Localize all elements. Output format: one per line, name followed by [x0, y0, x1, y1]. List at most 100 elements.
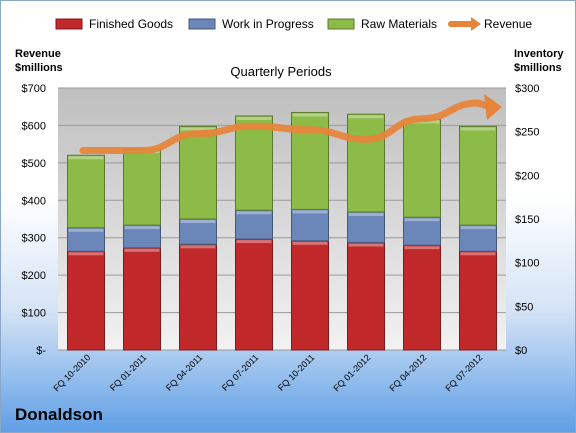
- revenue-line: [79, 99, 492, 155]
- bar-segment: [459, 250, 497, 351]
- bar-face: [235, 209, 273, 240]
- bar-highlight: [180, 127, 216, 131]
- revenue-arrowhead: [484, 93, 502, 120]
- bar-highlight: [68, 156, 104, 160]
- category-label: FQ 07-2011: [220, 352, 261, 393]
- bar-segment: [123, 247, 161, 351]
- bar-face: [179, 125, 217, 220]
- bar-highlight: [348, 115, 384, 119]
- left-tick-label: $700: [22, 83, 46, 95]
- bar-highlight: [124, 248, 160, 252]
- bar-face: [235, 238, 273, 351]
- bar-segment: [179, 218, 217, 245]
- bar-segment: [403, 118, 441, 218]
- left-tick-label: $100: [22, 308, 46, 320]
- category-label: FQ 01-2012: [331, 352, 372, 393]
- bar-segment: [235, 115, 273, 211]
- bar-highlight: [292, 113, 328, 117]
- bar-face: [67, 154, 105, 229]
- legend-label: Raw Materials: [361, 17, 437, 31]
- bar-highlight: [404, 218, 440, 222]
- bar-highlight: [236, 240, 272, 244]
- category-label: FQ 04-2012: [387, 352, 428, 393]
- legend-swatch: [188, 18, 216, 30]
- left-axis-label: Revenue: [15, 48, 61, 60]
- right-axis-label: Inventory: [514, 48, 564, 60]
- bar-segment: [67, 154, 105, 229]
- right-tick-label: $200: [515, 170, 539, 182]
- bar-highlight: [404, 246, 440, 250]
- bar-face: [291, 208, 329, 242]
- bar-highlight: [68, 252, 104, 256]
- bar-segment: [403, 216, 441, 246]
- bar-face: [179, 218, 217, 245]
- left-tick-label: $-: [36, 345, 46, 357]
- bar-face: [403, 216, 441, 246]
- bar-highlight: [292, 210, 328, 214]
- bar-highlight: [460, 226, 496, 230]
- bar-segment: [123, 224, 161, 249]
- bar-segment: [459, 125, 497, 226]
- bar-face: [123, 247, 161, 351]
- bar-segment: [291, 208, 329, 242]
- right-axis-unit: $millions: [514, 62, 562, 74]
- category-label: FQ 04-2011: [164, 352, 205, 393]
- bar-segment: [291, 240, 329, 351]
- company-name: Donaldson: [15, 405, 103, 424]
- bar-segment: [235, 238, 273, 351]
- bar-segment: [179, 125, 217, 220]
- category-label: FQ 10-2011: [276, 352, 317, 393]
- bar-face: [123, 148, 161, 226]
- left-tick-label: $400: [22, 195, 46, 207]
- legend-label: Revenue: [484, 17, 532, 31]
- category-label: FQ 07-2012: [443, 352, 484, 393]
- bar-face: [67, 250, 105, 351]
- right-tick-label: $300: [515, 83, 539, 95]
- left-tick-label: $500: [22, 158, 46, 170]
- bar-segment: [235, 209, 273, 240]
- legend-swatch-arrow: [471, 17, 481, 31]
- bar-segment: [347, 211, 385, 244]
- bar-segment: [123, 148, 161, 226]
- bar-face: [347, 242, 385, 351]
- bar-segment: [347, 242, 385, 351]
- bar-face: [347, 113, 385, 213]
- bar-highlight: [180, 220, 216, 223]
- bar-face: [291, 240, 329, 351]
- right-tick-label: $50: [515, 301, 533, 313]
- bar-face: [403, 244, 441, 351]
- legend-label: Work in Progress: [222, 17, 314, 31]
- legend-label: Finished Goods: [89, 17, 173, 31]
- left-tick-label: $600: [22, 120, 46, 132]
- chart-title: Quarterly Periods: [230, 64, 332, 79]
- left-tick-label: $200: [22, 270, 46, 282]
- right-tick-label: $250: [515, 127, 539, 139]
- right-tick-label: $100: [515, 258, 539, 270]
- bar-face: [459, 224, 497, 252]
- bar-highlight: [348, 243, 384, 247]
- bar-face: [235, 115, 273, 211]
- bar-highlight: [236, 211, 272, 215]
- bar-highlight: [292, 241, 328, 245]
- bar-face: [459, 125, 497, 226]
- bar-segment: [179, 243, 217, 351]
- bar-highlight: [68, 228, 104, 232]
- right-tick-label: $0: [515, 345, 527, 357]
- bar-segment: [67, 227, 105, 252]
- bar-highlight: [460, 252, 496, 256]
- bar-highlight: [124, 226, 160, 230]
- bar-face: [403, 118, 441, 218]
- bar-highlight: [460, 127, 496, 131]
- category-label: FQ 01-2011: [108, 352, 149, 393]
- legend-swatch: [55, 18, 83, 30]
- bar-face: [459, 250, 497, 351]
- bar-segment: [459, 224, 497, 252]
- bar-segment: [347, 113, 385, 213]
- bar-segment: [67, 250, 105, 351]
- bar-segment: [403, 244, 441, 351]
- bar-face: [179, 243, 217, 351]
- legend-swatch: [327, 18, 355, 30]
- category-label: FQ 10-2010: [51, 352, 92, 393]
